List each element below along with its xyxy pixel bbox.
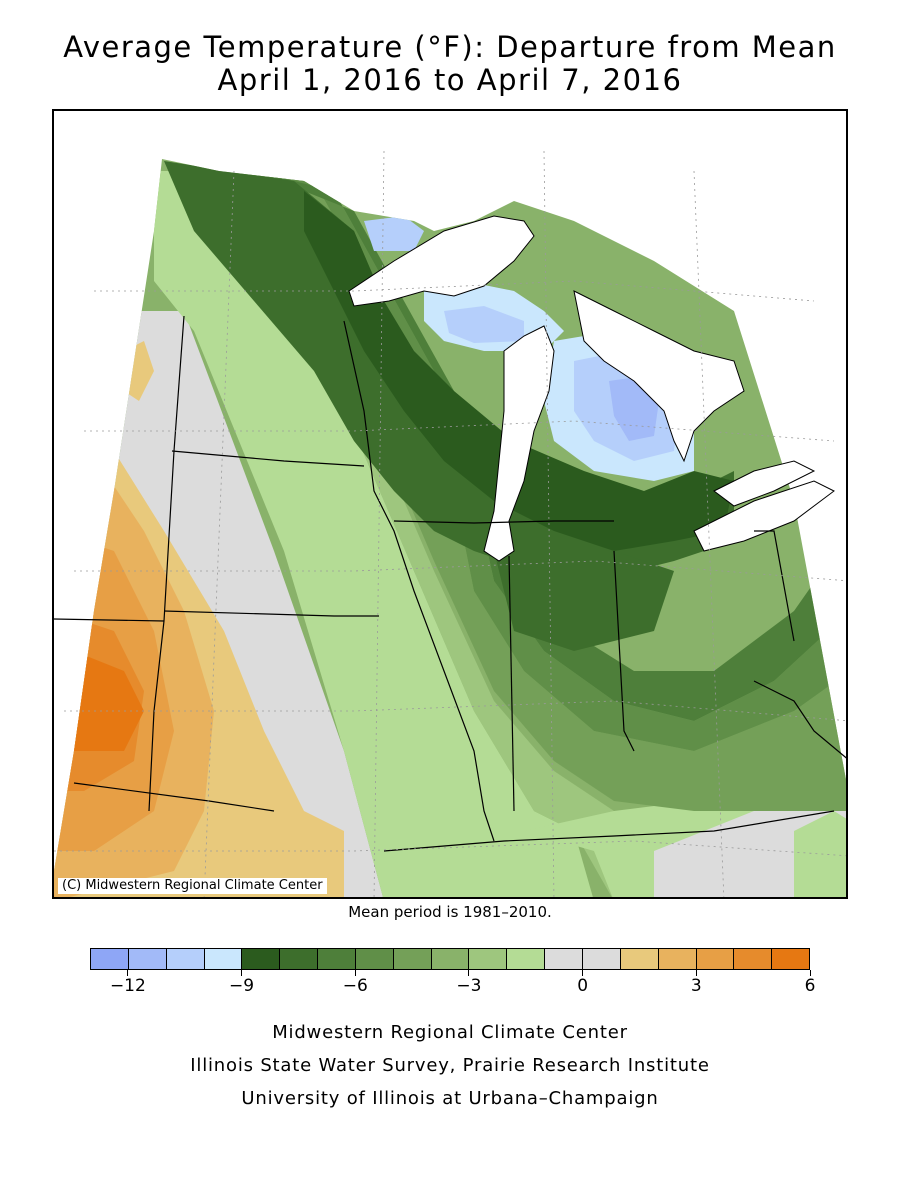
legend-swatch: [772, 949, 810, 969]
legend-tick-label: −9: [229, 976, 255, 996]
legend-swatch: [393, 949, 432, 969]
graticule: [54, 150, 846, 897]
legend-swatch: [507, 949, 546, 969]
legend-swatch: [280, 949, 319, 969]
legend-tick-label: −6: [342, 976, 368, 996]
legend-swatch: [242, 949, 281, 969]
legend-swatch: [658, 949, 697, 969]
legend-tick-label: 3: [690, 976, 702, 996]
legend-swatch: [91, 949, 129, 969]
credit-isws: Illinois State Water Survey, Prairie Res…: [190, 1055, 710, 1076]
legend-tick: [695, 970, 697, 976]
map-date-range: April 1, 2016 to April 7, 2016: [217, 63, 683, 97]
legend-tick-label: −12: [109, 976, 146, 996]
legend-swatch: [582, 949, 621, 969]
legend-swatch: [204, 949, 243, 969]
legend-swatch: [620, 949, 659, 969]
credit-uiuc: University of Illinois at Urbana–Champai…: [241, 1088, 659, 1109]
legend-tick: [809, 970, 811, 976]
legend-swatch: [431, 949, 470, 969]
legend-tick: [582, 970, 584, 976]
credit-mrcc: Midwestern Regional Climate Center: [272, 1022, 628, 1043]
legend-swatch: [469, 949, 508, 969]
legend-swatch: [734, 949, 773, 969]
legend-swatch: [318, 949, 356, 969]
temperature-departure-map: (C) Midwestern Regional Climate Center: [52, 109, 848, 899]
mean-period-note: Mean period is 1981–2010.: [348, 903, 552, 921]
copyright-label: (C) Midwestern Regional Climate Center: [58, 878, 327, 894]
color-legend-bar: [90, 948, 810, 970]
legend-swatch: [355, 949, 394, 969]
legend-tick-label: −3: [456, 976, 482, 996]
legend-tick: [354, 970, 356, 976]
legend-tick: [241, 970, 243, 976]
legend-tick-label: 0: [577, 976, 589, 996]
great-lakes: [348, 215, 835, 562]
legend-swatch: [696, 949, 735, 969]
legend-swatch: [545, 949, 583, 969]
map-graphic: [54, 150, 846, 897]
state-boundaries: [54, 315, 846, 852]
legend-tick: [468, 970, 470, 976]
map-title: Average Temperature (°F): Departure from…: [63, 30, 837, 64]
legend-tick: [127, 970, 129, 976]
legend-swatch: [128, 949, 167, 969]
legend-swatch: [166, 949, 205, 969]
legend-tick-label: 6: [804, 976, 816, 996]
